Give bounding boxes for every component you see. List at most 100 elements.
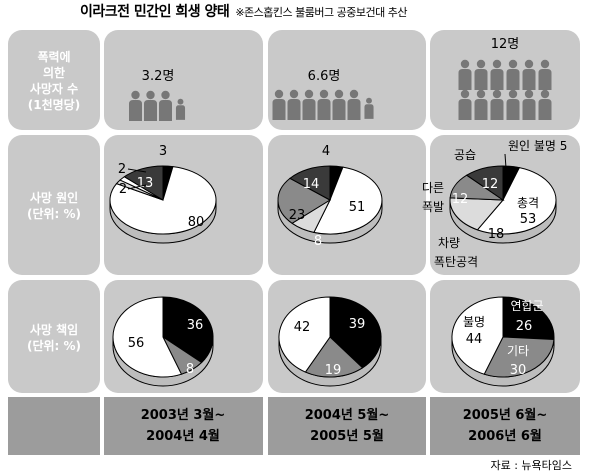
person-icon [159,90,172,121]
pie-category-label: 원인 불명 5 [508,139,567,153]
person-body [506,99,520,120]
pie-category-label: 공습 [454,148,476,162]
pie-data-label: 8 [186,362,194,377]
pie-slice [277,177,332,224]
pie-slice [123,165,164,201]
pie-data-label: 12 [482,177,499,192]
person-icon [474,89,488,120]
pie-slice [304,336,364,378]
person-icon [490,89,504,120]
pie-category-label: 불명 [463,315,485,329]
person-head [460,89,470,99]
person-head [274,89,284,99]
person-head [304,89,314,99]
person-head [540,89,550,99]
person-icon [144,90,157,121]
person-body [538,99,552,120]
person-icon [317,89,331,120]
pie-category-label: 차량 [438,236,460,250]
person-head [492,89,502,99]
pie-data-label: 80 [188,215,205,230]
title-subtitle: ※존스홉킨스 불룸버그 공중보건대 추산 [235,6,407,19]
person-body [272,99,286,120]
pie-data-label: 30 [510,363,527,378]
person-head [540,59,550,69]
period-band-c3 [430,397,580,455]
cause-pie-1 [109,165,217,244]
period-band-c1 [104,397,263,455]
period-label: 2004년 5월~ [305,407,390,423]
person-icon [364,97,374,119]
pie-data-label: 56 [128,336,145,351]
person-body [332,99,346,120]
person-head [460,59,470,69]
person-head [131,90,140,100]
cause-pie-3 [449,165,557,244]
leader-line [504,153,507,169]
period-label: 2005년 5월 [310,428,384,444]
violence-value-label: 6.6명 [308,69,341,84]
person-icon [458,59,472,90]
row-label-violence-line: 폭력에 [37,49,70,64]
row-label-responsibility-line: (단위: %) [27,338,81,353]
person-icon [332,89,346,120]
person-body [364,104,374,119]
pie-data-label: 4 [322,144,330,159]
pie-slice [112,296,183,378]
person-icon [302,89,316,120]
pie-category-label: 기타 [507,344,529,358]
person-body [490,69,504,90]
pie-slice [449,197,505,231]
person-body [129,100,142,121]
pie-data-label: 12 [452,192,469,207]
pie-category-label: 다른 [422,181,444,195]
person-body [458,99,472,120]
person-head [366,97,372,104]
person-head [524,59,534,69]
pie-data-label: 14 [303,177,320,192]
pie-data-label: 51 [349,200,366,215]
person-body [302,99,316,120]
panel-r0-c1 [104,30,263,130]
pie-category-label: 폭발 [422,200,444,214]
person-icon [458,89,472,120]
pie-category-label: 연합군 [510,299,543,313]
chart-title: 이라크전 민간인 희생 양태 ※존스홉킨스 불룸버그 공중보건대 추산 [80,1,407,21]
person-head [289,89,299,99]
title-text: 이라크전 민간인 희생 양태 [80,4,230,20]
pie-data-label: 19 [325,363,342,378]
person-head [508,89,518,99]
pie-slice [162,296,214,364]
responsibility-pie-1 [112,296,214,387]
person-body [506,69,520,90]
person-head [508,59,518,69]
pie-data-label: 2 [119,182,127,197]
person-icon [129,90,142,121]
pie-data-label: 44 [466,332,483,347]
person-body [474,69,488,90]
pie-data-label: 36 [187,318,204,333]
pie-data-label: 39 [349,317,366,332]
period-label: 2006년 6월 [468,428,542,444]
person-body [317,99,331,120]
person-head [349,89,359,99]
person-icon [538,59,552,90]
period-label: 2003년 3월~ [141,407,226,423]
leader-line [127,168,147,173]
pie-data-label: 8 [314,234,322,249]
period-label: 2005년 6월~ [463,407,548,423]
person-body [159,100,172,121]
person-body [474,99,488,120]
pie-data-label: 23 [289,208,306,223]
pie-slice [476,167,557,235]
person-body [287,99,301,120]
row-label-violence-line: 의한 [43,65,65,80]
source-note: 자료 : 뉴욕타임스 [490,459,572,472]
pie-category-label: 총격 [517,196,539,210]
person-head [177,98,184,105]
row-label-cause-line: 사망 원인 [30,190,78,205]
pie-data-label: 53 [520,212,537,227]
responsibility-pie-3 [451,296,555,387]
person-head [146,90,155,100]
